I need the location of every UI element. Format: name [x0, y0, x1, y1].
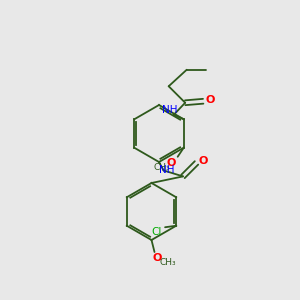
Text: CH₃: CH₃: [159, 258, 176, 267]
Text: NH: NH: [162, 105, 178, 115]
Text: O: O: [167, 158, 176, 168]
Text: Cl: Cl: [151, 227, 161, 237]
Text: CH₃: CH₃: [154, 163, 170, 172]
Text: O: O: [153, 253, 162, 263]
Text: O: O: [205, 95, 214, 105]
Text: O: O: [198, 156, 208, 167]
Text: NH: NH: [159, 165, 174, 175]
